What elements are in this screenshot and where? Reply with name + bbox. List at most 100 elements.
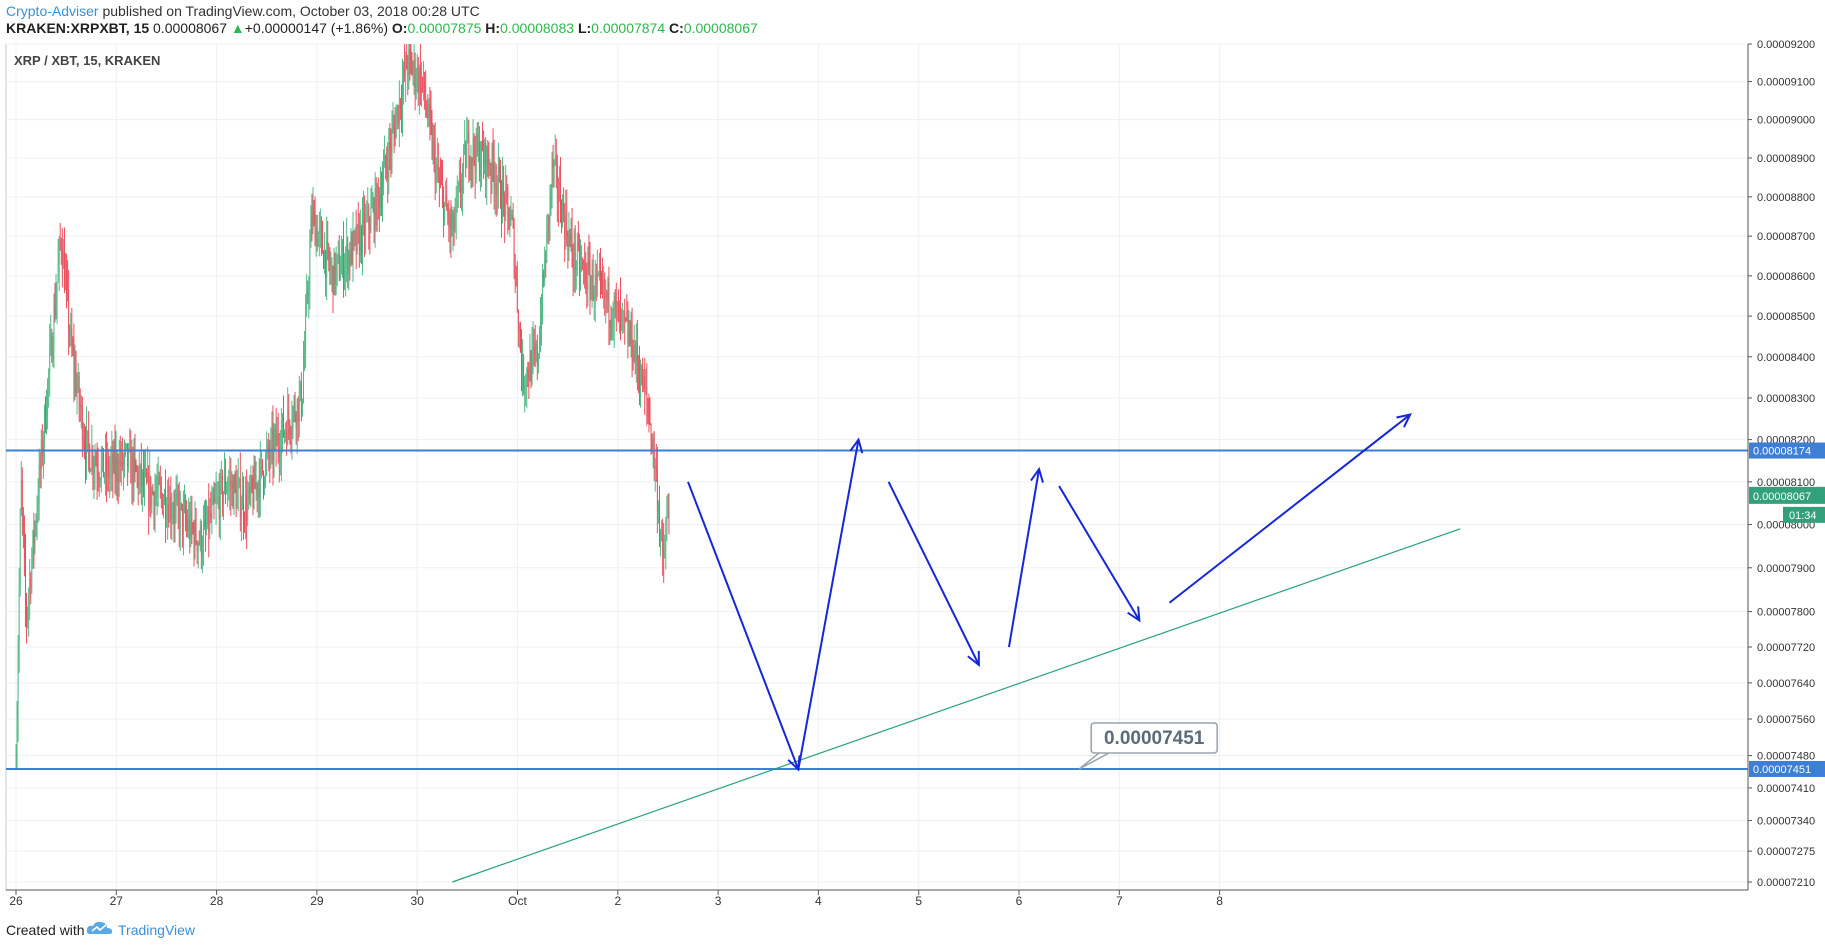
candle-body (427, 115, 429, 120)
projection-arrow[interactable] (1168, 413, 1412, 604)
candle-body (48, 372, 50, 383)
candle-body (593, 297, 595, 300)
candle-body (523, 359, 525, 390)
candle-body (245, 494, 246, 522)
candle-body (233, 477, 235, 509)
projection-arrow[interactable] (1007, 466, 1044, 648)
candle-body (632, 359, 634, 362)
candle-body (405, 55, 407, 76)
candle-body (378, 193, 380, 209)
candle-body (285, 431, 287, 433)
candle-body (658, 511, 659, 513)
candle-body (168, 504, 170, 522)
candle-body (451, 229, 453, 233)
candle-body (469, 166, 471, 169)
candle-body (16, 720, 18, 770)
tradingview-brand[interactable]: TradingView (118, 922, 196, 938)
tradingview-cloud-icon[interactable] (86, 920, 114, 936)
candle-body (239, 479, 241, 519)
candle-body (321, 226, 322, 231)
candle-body (306, 292, 308, 313)
candle-body (435, 166, 437, 182)
candle-body (584, 264, 586, 267)
plot-area[interactable] (5, 43, 1749, 891)
candle-body (582, 262, 583, 264)
candle-body (372, 203, 374, 208)
candle-body (187, 523, 189, 531)
candle-body (597, 274, 599, 276)
candle-body (443, 189, 444, 222)
price-axis-bg[interactable] (1748, 44, 1825, 890)
candle-body (98, 477, 100, 481)
candle-body (497, 165, 499, 185)
candle-body (174, 502, 176, 519)
candle-body (139, 464, 141, 475)
candle-body (494, 183, 496, 189)
candle-body (312, 209, 314, 224)
candle-body (528, 378, 530, 381)
candle-body (614, 296, 616, 304)
candle-body (579, 246, 580, 273)
candle-body (513, 224, 515, 273)
candle-body (526, 369, 528, 385)
price-tick-label: 0.00007210 (1757, 877, 1815, 889)
candle-body (275, 429, 277, 446)
ohlc-line: KRAKEN:XRPXBT, 15 0.00008067 ▲+0.0000014… (6, 20, 758, 36)
candle-body (328, 245, 330, 262)
candle-body (22, 510, 24, 535)
candle-body (463, 149, 464, 172)
candle-body (403, 66, 404, 85)
candle-body (286, 431, 288, 445)
candle-body (297, 399, 299, 422)
candle-body (486, 148, 488, 181)
candle-body (269, 455, 271, 459)
candle-body (323, 252, 324, 269)
up-arrow-icon: ▲ (230, 20, 245, 36)
candle-body (599, 272, 600, 275)
candle-body (77, 376, 79, 388)
candle-body (125, 445, 126, 449)
candle-body (351, 237, 353, 265)
candle-body (561, 212, 562, 227)
candle-body (251, 477, 253, 489)
candle-body (557, 194, 559, 200)
projection-arrow[interactable] (1058, 485, 1141, 623)
candle-body (436, 164, 438, 167)
candle-body (132, 455, 134, 486)
candle-body (589, 264, 591, 297)
support-trendline[interactable] (452, 528, 1461, 883)
candle-body (17, 655, 19, 721)
price-axis: 0.00009200 0.00009100 0.00009000 0.00008900… (1748, 39, 1815, 889)
candle-body (529, 354, 531, 381)
candle-body (391, 130, 393, 152)
footer: Created with TradingView (0, 908, 1825, 948)
candle-body (111, 453, 113, 464)
trendline-group (452, 528, 1461, 883)
candle-body (73, 350, 75, 375)
created-with-text: Created with (6, 922, 85, 938)
time-tick-label: 27 (110, 894, 124, 908)
projection-arrow[interactable] (887, 481, 980, 667)
candle-body (83, 441, 84, 443)
candle-body (319, 226, 321, 228)
candle-body (446, 195, 448, 211)
candle-body (442, 183, 443, 190)
price-tick-label: 0.00007480 (1757, 751, 1815, 763)
time-tick-label: 7 (1116, 894, 1123, 908)
candle-body (615, 303, 617, 305)
candle-body (246, 494, 248, 522)
candle-body (608, 283, 610, 321)
author-link[interactable]: Crypto-Adviser (6, 3, 99, 19)
candle-body (394, 127, 396, 138)
candle-body (337, 252, 339, 255)
candle-body (215, 498, 217, 502)
candle-body (42, 441, 44, 457)
candle-body (116, 457, 118, 479)
candle-body (112, 453, 114, 472)
candle-body (508, 207, 510, 229)
low-value: 0.00007874 (591, 20, 666, 36)
candle-body (40, 440, 42, 470)
projection-arrow[interactable] (797, 437, 864, 770)
candle-body (602, 281, 604, 290)
